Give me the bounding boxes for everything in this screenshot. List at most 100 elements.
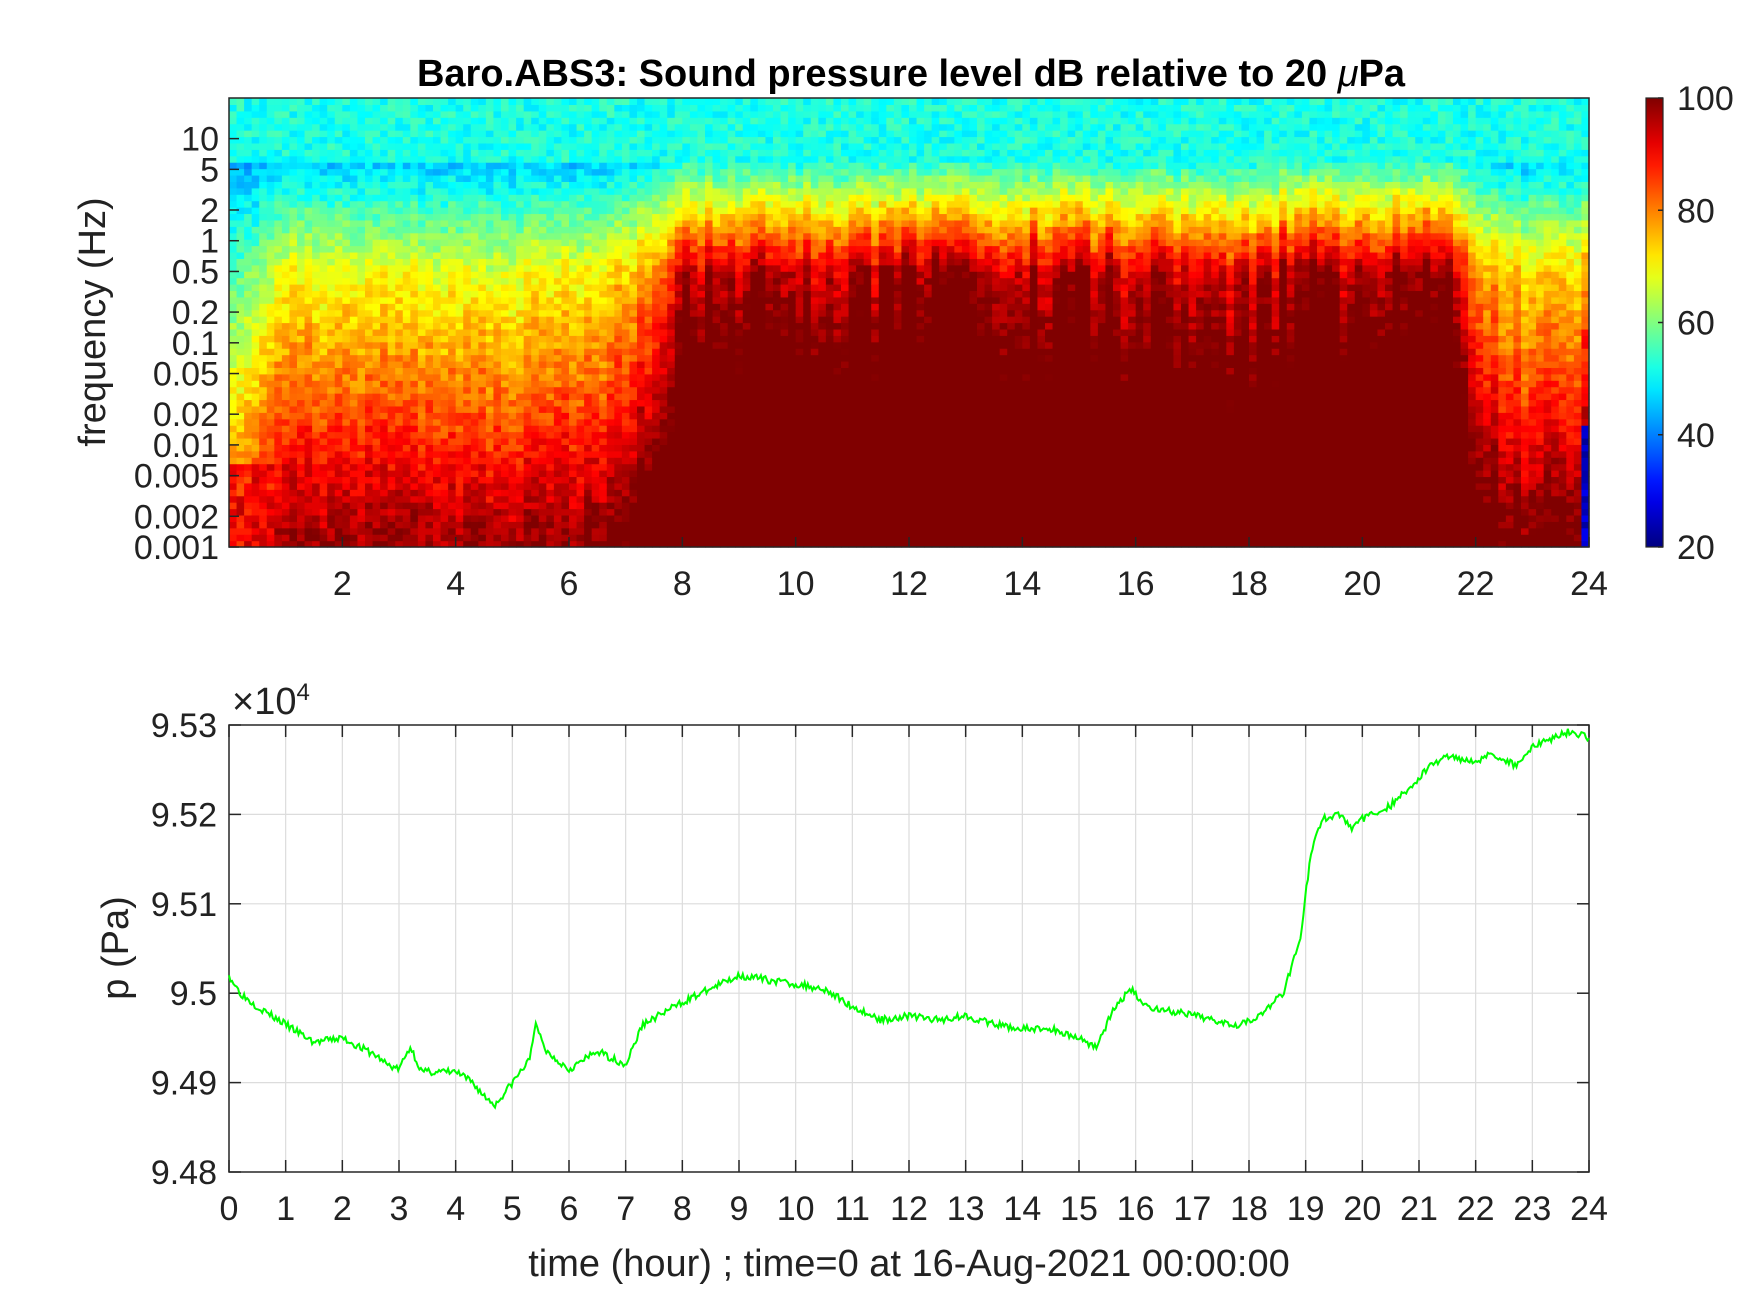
spectrogram-cell: [531, 540, 540, 548]
spectrogram-cell: [576, 495, 585, 503]
spectrogram-cell: [266, 200, 275, 208]
spectrogram-cell: [538, 540, 547, 548]
spectrogram-cell: [327, 245, 336, 253]
spectrogram-cell: [531, 207, 540, 215]
spectrogram-cell: [319, 360, 328, 368]
spectrogram-cell: [621, 162, 631, 170]
spectrogram-cell: [334, 534, 343, 542]
spectrogram-cell: [629, 194, 638, 202]
spectrogram-cell: [259, 316, 268, 324]
spectrogram-cell: [365, 514, 374, 522]
spectrogram-cell: [561, 322, 570, 330]
spectrogram-cell: [644, 470, 653, 478]
spectrogram-cell: [281, 181, 291, 189]
spectrogram-cell: [357, 380, 366, 388]
spectrogram-cell: [259, 232, 268, 240]
spectrogram-cell: [546, 437, 555, 445]
spectrogram-cell: [266, 418, 275, 426]
spectrogram-cell: [531, 514, 540, 522]
spectrogram-cell: [327, 450, 336, 458]
spectrogram-cell: [546, 476, 555, 484]
spectrogram-cell: [297, 437, 306, 445]
spectrogram-cell: [644, 296, 653, 304]
spectrogram-cell: [561, 431, 570, 439]
spectrogram-cell: [327, 482, 336, 490]
spectrogram-cell: [365, 482, 374, 490]
spectrogram-cell: [689, 457, 699, 465]
spectrogram-cell: [629, 271, 638, 279]
spectrogram-cell: [697, 437, 706, 445]
spectrogram-cell: [448, 405, 457, 413]
spectrogram-cell: [697, 418, 706, 426]
spectrogram-cell: [357, 290, 366, 298]
spectrogram-cell: [614, 104, 623, 112]
spectrogram-cell: [387, 181, 396, 189]
spectrogram-cell: [659, 476, 668, 484]
spectrogram-cell: [455, 373, 464, 381]
spectrogram-cell: [417, 425, 427, 433]
spectrogram-cell: [637, 232, 646, 240]
spectrogram-cell: [742, 258, 751, 266]
spectrogram-cell: [523, 360, 532, 368]
spectrogram-cell: [463, 194, 472, 202]
spectrogram-cell: [553, 303, 563, 311]
spectrogram-cell: [720, 226, 729, 234]
spectrogram-cell: [387, 296, 396, 304]
spectrogram-cell: [569, 341, 578, 349]
spectrogram-cell: [674, 309, 683, 317]
spectrogram-cell: [599, 219, 608, 227]
spectrogram-cell: [531, 502, 540, 510]
spectrogram-cell: [644, 457, 653, 465]
spectrogram-cell: [312, 130, 321, 138]
spectrogram-cell: [380, 213, 389, 221]
spectrogram-cell: [470, 527, 479, 535]
spectrogram-cell: [501, 98, 510, 106]
spectrogram-cell: [742, 341, 751, 349]
spectrogram-cell: [516, 540, 525, 548]
spectrogram-cell: [667, 502, 676, 510]
spectrogram-cell: [546, 316, 555, 324]
spectrogram-cell: [297, 380, 306, 388]
spectrogram-cell: [470, 534, 479, 542]
spectrogram-cell: [621, 380, 631, 388]
spectrogram-cell: [576, 181, 585, 189]
spectrogram-cell: [372, 476, 381, 484]
spectrogram-cell: [606, 380, 615, 388]
spectrogram-cell: [493, 399, 502, 407]
spectrogram-cell: [516, 194, 525, 202]
spectrogram-cell: [531, 277, 540, 285]
spectrogram-cell: [599, 290, 608, 298]
spectrogram-cell: [402, 412, 411, 420]
spectrogram-cell: [546, 341, 555, 349]
spectrogram-cell: [312, 425, 321, 433]
spectrogram-cell: [493, 495, 502, 503]
spectrogram-cell: [667, 219, 676, 227]
spectrogram-cell: [281, 367, 291, 375]
spectrogram-cell: [334, 444, 343, 452]
spectrogram-cell: [614, 181, 623, 189]
spectrogram-cell: [742, 418, 751, 426]
spectrogram-cell: [705, 482, 714, 490]
spectrogram-cell: [410, 168, 419, 176]
spectrogram-cell: [705, 425, 714, 433]
spectrogram-cell: [372, 470, 381, 478]
spectrogram-cell: [380, 412, 389, 420]
spectrogram-cell: [387, 534, 396, 542]
spectrogram-cell: [689, 296, 699, 304]
spectrogram-cell: [720, 521, 729, 529]
spectrogram-cell: [659, 431, 668, 439]
spectrogram-cell: [674, 470, 683, 478]
spectrogram-cell: [599, 514, 608, 522]
spectrogram-cell: [448, 200, 457, 208]
spectrogram-cell: [455, 219, 464, 227]
spectrogram-cell: [357, 239, 366, 247]
spectrogram-cell: [357, 284, 366, 292]
spectrogram-cell: [501, 219, 510, 227]
spectrogram-cell: [705, 367, 714, 375]
spectrogram-cell: [712, 162, 721, 170]
spectrogram-cell: [312, 194, 321, 202]
spectrogram-cell: [289, 271, 298, 279]
spectrogram-cell: [531, 527, 540, 535]
spectrogram-cell: [365, 437, 374, 445]
spectrogram-cell: [546, 495, 555, 503]
